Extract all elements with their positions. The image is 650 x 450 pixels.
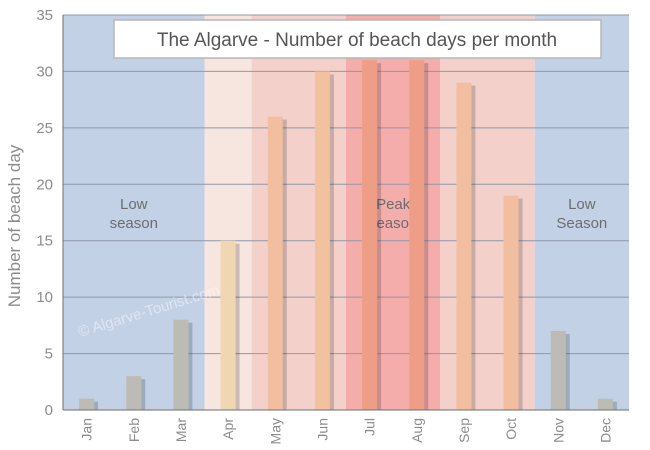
x-tick-may: May [267,418,283,444]
season-label-peak: Peak [376,196,411,213]
x-tick-jan: Jan [79,418,95,441]
season-bands [63,15,629,410]
bar-nov [550,331,566,410]
x-tick-jul: Jul [362,418,378,436]
y-tick-10: 10 [36,289,53,306]
x-tick-jun: Jun [314,418,330,441]
season-band-5 [534,15,629,410]
y-tick-20: 20 [36,176,53,193]
y-tick-5: 5 [45,346,53,363]
season-band-2 [251,15,346,410]
bar-aug [409,60,425,411]
x-tick-nov: Nov [550,418,566,443]
x-tick-sep: Sep [456,418,472,443]
season-label-season: season [110,215,158,232]
bar-sep [456,82,472,410]
x-tick-apr: Apr [220,418,236,440]
title-box-frame [113,19,602,59]
axes [62,15,629,411]
y-axis-title: Number of beach day [5,144,24,307]
bar-jul [362,60,378,411]
bar-dec [597,398,613,410]
bar-jan [79,398,95,410]
chart-title: The Algarve - Number of beach days per m… [157,30,557,51]
y-tick-25: 25 [36,120,53,137]
x-tick-labels: Jan Feb Mar Apr May Jun Jul Aug Sep Oct Nov Dec [79,418,614,445]
y-tick-15: 15 [36,233,53,250]
season-band-labels: Low season Peak season Low Season [110,196,608,232]
y-tick-30: 30 [36,63,53,80]
season-band-3 [346,15,441,410]
bar-apr [220,240,236,410]
bar-jun [314,71,330,410]
x-tick-aug: Aug [409,418,425,443]
season-label-season: Season [556,215,607,232]
y-tick-35: 35 [36,7,53,24]
bar-may [267,116,283,411]
x-tick-feb: Feb [126,418,142,442]
y-tick-0: 0 [45,402,53,419]
season-label-low: Low [120,196,148,213]
x-tick-dec: Dec [597,418,613,443]
bar-series [79,60,617,411]
bar-feb [126,376,142,410]
bar-mar [173,319,189,410]
x-tick-oct: Oct [503,418,519,440]
season-label-season: season [369,215,417,232]
season-band-4 [440,15,535,410]
chart-title-box: The Algarve - Number of beach days per m… [113,19,602,59]
bar-oct [503,195,519,410]
x-tick-mar: Mar [173,418,189,442]
season-label-low: Low [568,196,596,213]
y-tick-labels: 0 5 10 15 20 25 30 35 [36,7,53,419]
